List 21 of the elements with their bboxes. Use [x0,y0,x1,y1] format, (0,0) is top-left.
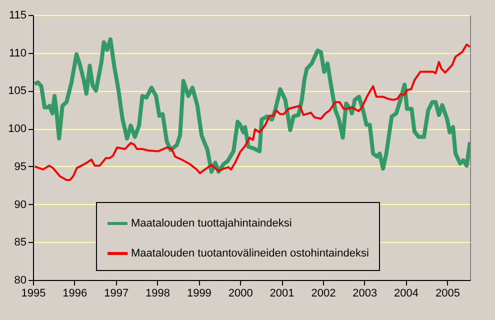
legend-label: Maatalouden tuotantovälineiden ostohintaindeksi [131,248,369,260]
y-tick-label: 90 [14,198,26,211]
y-tick-label: 115 [8,10,26,22]
y-tick-label: 100 [8,123,26,136]
y-tick-label: 95 [14,160,26,173]
x-tick-label: 2002 [311,288,336,300]
y-tick-label: 80 [14,274,26,286]
y-tick-label: 85 [14,236,26,249]
x-tick-label: 1995 [21,288,46,300]
y-tick-label: 105 [8,85,26,98]
x-tick-label: 2000 [228,288,253,300]
x-tick-label: 1999 [186,288,212,300]
x-tick-label: 2003 [352,288,378,300]
legend-label: Maatalouden tuottajahintaindeksi [131,218,292,230]
x-tick-label: 2001 [270,288,294,300]
x-tick-label: 2004 [394,288,419,300]
y-tick-label: 110 [8,47,26,60]
x-tick-label: 1996 [62,288,88,300]
x-tick-label: 1997 [104,288,129,300]
x-tick-label: 1998 [146,288,170,300]
x-tick-label: 2005 [435,288,460,300]
